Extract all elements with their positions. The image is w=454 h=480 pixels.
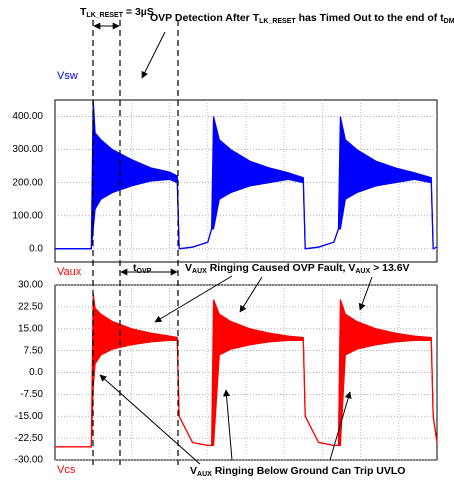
annotation: VAUX Ringing Caused OVP Fault, VAUX > 13… [185,262,410,275]
ringing-band [94,132,102,211]
y-tick-label: 400.00 [12,111,43,122]
plots: 0.0 100.00 200.00 300.00 400.00 Vsw -30.00 -22.… [12,70,438,466]
annotation: TLK_RESET = 3µS [80,6,154,19]
annotation-part: T [80,6,87,18]
y-axis-label: Vsw [57,70,78,82]
annotation: Vcs [57,464,76,476]
arrow [141,31,166,79]
arrow [223,389,233,461]
waveform [55,293,438,448]
annotation-part: > 13.6V [370,262,409,274]
y-tick-label: 300.00 [12,144,43,155]
waveform [55,339,438,448]
y-tick-label: 7.50 [24,345,44,356]
annotation: VAUX Ringing Below Ground Can Trip UVLO [190,465,405,478]
markers [92,20,373,465]
ringing-band [112,149,132,193]
annotation-part: AUX [192,268,207,275]
annotation-part: V [185,262,192,274]
y-tick-label: 0.0 [29,367,43,378]
annotation-part: AUX [355,268,370,275]
annotation-part: OVP Detection After T [150,12,260,24]
annotation-part: Ringing Caused OVP Fault, V [207,262,356,274]
annotation-part: LK_RESET [259,18,296,25]
y-tick-label: 100.00 [12,210,43,221]
annotation-part: LK_RESET [86,12,123,19]
annotation-part: t [133,262,137,274]
y-tick-label: -15.00 [15,411,44,422]
y-tick-label: 30.00 [18,280,43,291]
annotation-part: Vcs [57,464,76,476]
annotation-part: AUX [197,471,212,478]
y-tick-label: 0.0 [29,243,43,254]
arrow [154,275,233,323]
y-tick-label: -30.00 [15,455,44,466]
y-tick-label: -22.50 [15,433,44,444]
y-tick-label: 200.00 [12,177,43,188]
annotation: OVP Detection After TLK_RESET has Timed … [150,12,454,25]
y-axis-label: Vaux [57,266,82,278]
y-tick-label: 22.50 [18,302,43,313]
annotation-part: OVP [137,268,152,275]
annotation: tOVP [133,262,152,275]
y-tick-label: -7.50 [20,389,43,400]
arrow [358,276,373,311]
y-tick-label: 15.00 [18,323,43,334]
waveform [55,99,438,250]
waveform [55,178,438,250]
annotation-part: Ringing Below Ground Can Trip UVLO [212,465,406,477]
annotation-part: DMAG [444,18,454,25]
annotation-part: = 3µS [123,6,154,18]
arrow [239,276,263,313]
arrow [99,374,201,465]
annotation-part: V [190,465,197,477]
arrow [329,391,352,461]
annotation-part: has Timed Out to the end of t [296,12,444,24]
